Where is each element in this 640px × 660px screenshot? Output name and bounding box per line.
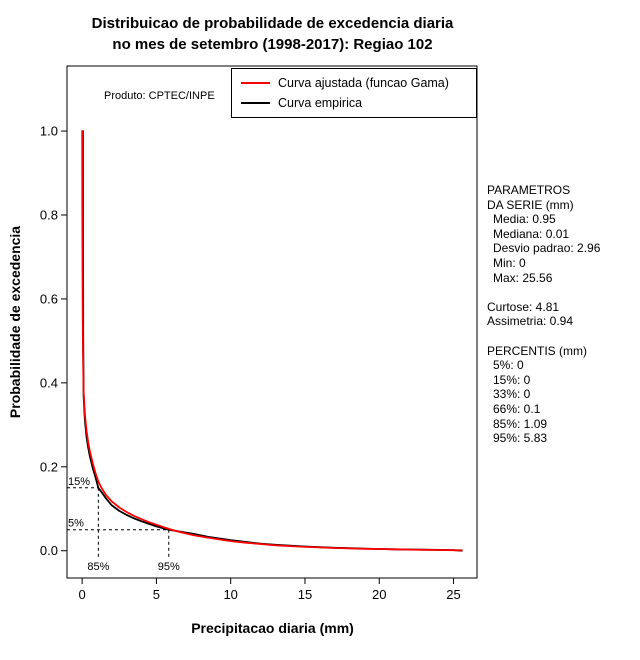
stats-line: 5%: 0: [493, 358, 524, 373]
stats-line: Mediana: 0.01: [493, 226, 570, 241]
guide-percentile-label: 95%: [158, 561, 180, 573]
plot-border: [66, 65, 478, 579]
stats-line: DA SERIE (mm): [487, 197, 574, 212]
stats-line: PERCENTIS (mm): [487, 343, 587, 358]
stats-line: Media: 0.95: [493, 212, 556, 227]
stats-line: 15%: 0: [493, 372, 531, 387]
legend-line-empirical-icon: [241, 102, 270, 104]
y-axis-tick-label: 0.0: [40, 543, 58, 558]
legend-label-fitted: Curva ajustada (funcao Gama): [278, 76, 449, 90]
legend-line-fitted-icon: [241, 82, 270, 84]
chart-title-line1: Distribuicao de probabilidade de exceden…: [91, 15, 454, 32]
x-axis-tick-label: 5: [153, 587, 160, 602]
stats-line: Min: 0: [493, 255, 526, 270]
stats-line: Assimetria: 0.94: [487, 314, 574, 329]
x-axis-title: Precipitacao diaria (mm): [191, 620, 354, 636]
y-axis-title: Probabilidade de excedencia: [7, 225, 23, 419]
y-axis-tick-label: 0.2: [40, 459, 58, 474]
y-axis-tick-label: 0.4: [40, 375, 58, 390]
x-axis-tick-label: 10: [223, 587, 237, 602]
stats-line: 85%: 1.09: [493, 416, 548, 431]
legend-item-fitted: Curva ajustada (funcao Gama): [241, 76, 476, 90]
curve-fitted-gamma: [81, 130, 463, 552]
chart-title-line2: no mes de setembro (1998-2017): Regiao 1…: [112, 36, 433, 53]
legend-box: Curva ajustada (funcao Gama) Curva empir…: [231, 68, 477, 118]
guide-percentile-label: 85%: [87, 561, 109, 573]
guide-prob-label: 15%: [68, 476, 90, 488]
x-axis-tick-label: 20: [372, 587, 386, 602]
stats-line: Curtose: 4.81: [487, 299, 560, 314]
legend-item-empirical: Curva empirica: [241, 96, 476, 110]
stats-line: [487, 285, 600, 300]
curve-empirical: [82, 130, 463, 552]
legend-label-empirical: Curva empirica: [278, 96, 363, 110]
stats-line: Desvio padrao: 2.96: [493, 241, 601, 256]
x-axis-tick-label: 15: [298, 587, 312, 602]
chart-title: Distribuicao de probabilidade de exceden…: [0, 13, 545, 55]
stats-line: 95%: 5.83: [493, 431, 548, 446]
product-label: Produto: CPTEC/INPE: [104, 90, 215, 102]
stats-line: PARAMETROS: [487, 183, 571, 197]
stats-panel: PARAMETROS DA SERIE (mm) Media: 0.95 Median…: [487, 183, 600, 446]
y-axis-tick-label: 0.6: [40, 291, 58, 306]
stats-line: 33%: 0: [493, 387, 531, 402]
x-axis-tick-label: 25: [446, 587, 460, 602]
x-axis-tick-label: 0: [79, 587, 86, 602]
stats-line: [487, 329, 600, 344]
y-axis-tick-label: 1.0: [40, 124, 58, 139]
stats-line: Max: 25.56: [493, 270, 553, 285]
guide-prob-label: 5%: [68, 518, 84, 530]
y-axis-tick-label: 0.8: [40, 207, 58, 222]
stats-line: 66%: 0.1: [493, 401, 541, 416]
